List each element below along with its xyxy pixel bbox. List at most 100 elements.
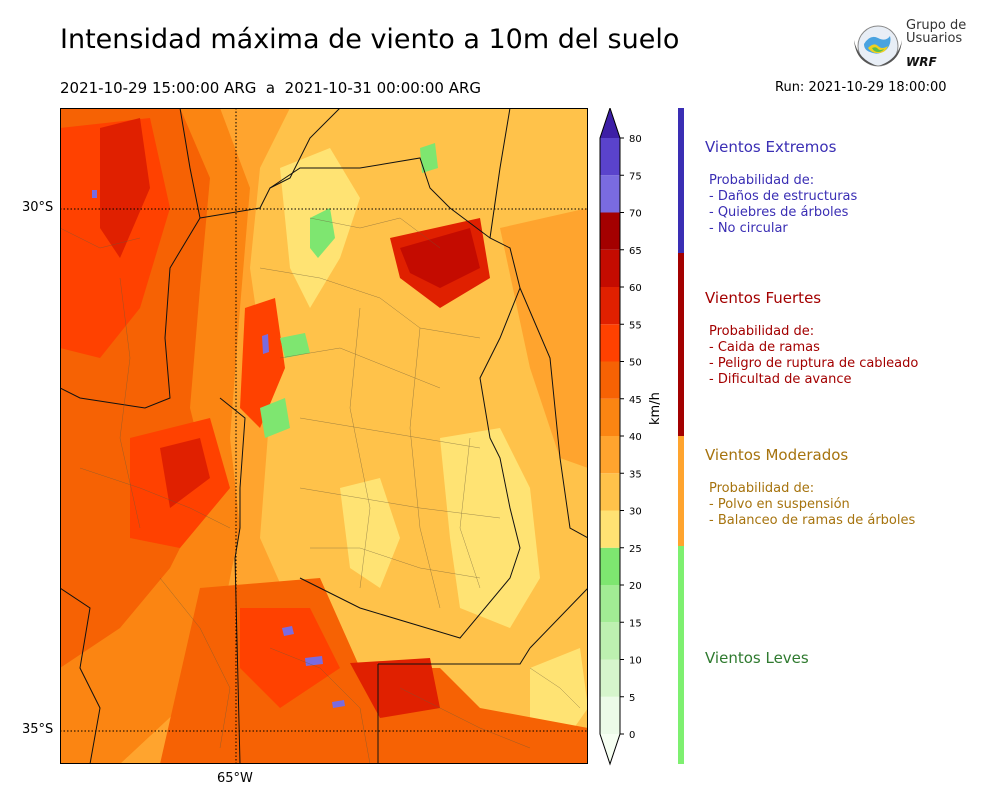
colorbar-level-0	[600, 696, 620, 734]
colorbar-level-10	[600, 324, 620, 362]
legend-leves: Vientos Leves	[705, 649, 809, 667]
department-boundaries	[60, 217, 581, 764]
colorbar-extend-max	[600, 108, 620, 138]
department-boundary	[299, 417, 481, 449]
province-boundary	[519, 287, 588, 539]
department-boundary	[310, 547, 481, 579]
wind-zone-25-30-a	[440, 428, 540, 628]
wind-zone-70-75-e	[92, 190, 97, 198]
run-timestamp: Run: 2021-10-29 18:00:00	[775, 80, 947, 95]
logo-text: Grupo de Usuarios	[906, 19, 966, 45]
colorbar-tick-label: 40	[629, 432, 642, 443]
colorbar-tick-label: 0	[629, 730, 635, 741]
globe-logo-icon	[854, 25, 902, 67]
graticule	[60, 108, 588, 764]
legend-item: Probabilidad de:	[709, 173, 815, 188]
province-boundary	[489, 108, 511, 239]
department-boundary	[259, 267, 481, 339]
colorbar-level-11	[600, 287, 620, 325]
department-boundary	[459, 437, 481, 589]
legend-item: - Dificultad de avance	[709, 372, 852, 387]
legend-item: Probabilidad de:	[709, 481, 815, 496]
legend-item: - Daños de estructuras	[709, 189, 858, 204]
department-boundary	[399, 687, 531, 749]
legend-moderados: Vientos Moderados Probabilidad de: - Pol…	[705, 446, 915, 529]
colorbar-tick-label: 25	[629, 544, 642, 555]
colorbar-level-3	[600, 585, 620, 623]
colorbar-level-9	[600, 361, 620, 399]
wind-zone-20-25-a	[310, 208, 335, 258]
wind-zone-20-25-c	[260, 398, 290, 438]
legend-title: Vientos Extremos	[705, 138, 837, 156]
logo-line1: Grupo de	[906, 18, 967, 33]
map-frame	[60, 108, 588, 764]
colorbar-tick-label: 10	[629, 656, 642, 667]
colorbar-level-15	[600, 138, 620, 176]
province-boundary	[378, 647, 531, 665]
colorbar-tick-label: 60	[629, 283, 642, 294]
province-boundary	[269, 157, 521, 639]
lat-label-30s: 30°S	[22, 200, 54, 215]
department-boundary	[309, 217, 441, 249]
department-boundary	[529, 667, 581, 709]
legend-title: Vientos Leves	[705, 649, 809, 667]
colorbar-tick-label: 5	[629, 693, 635, 704]
colorbar-level-6	[600, 473, 620, 511]
department-boundary	[349, 307, 371, 589]
colorbar-tick-label: 45	[629, 395, 642, 406]
wind-zone-55-60-west-a	[100, 118, 150, 258]
legend-items: Probabilidad de: - Polvo en suspensión -…	[705, 481, 915, 529]
colorbar-unit: km/h	[648, 392, 663, 425]
legend-items: Probabilidad de: - Daños de estructuras …	[705, 173, 857, 237]
wind-zone-50-55-south	[240, 608, 340, 708]
province-boundary	[60, 108, 201, 409]
legend-item: - No circular	[709, 221, 788, 236]
colorbar-level-5	[600, 510, 620, 548]
colorbar-tick-label: 35	[629, 469, 642, 480]
legend-items: Probabilidad de: - Caida de ramas - Peli…	[705, 324, 918, 388]
colorbar-tick-label: 75	[629, 171, 642, 182]
wind-zone-70-75-c	[305, 656, 323, 666]
legend-title: Vientos Fuertes	[705, 289, 822, 307]
wind-zone-60-65-ne	[400, 228, 480, 288]
colorbar-tick-label: 50	[629, 358, 642, 369]
colorbar-extend-min	[600, 734, 620, 764]
wind-zone-20-25-b	[280, 333, 310, 358]
wind-zone-70-75-b	[282, 626, 294, 636]
colorbar-level-13	[600, 212, 620, 250]
legend-item: - Peligro de ruptura de cableado	[709, 356, 919, 371]
colorbar-tick-label: 70	[629, 209, 642, 220]
legend-item: - Polvo en suspensión	[709, 497, 850, 512]
wind-zone-20-25-d	[420, 143, 438, 173]
colorbar-level-14	[600, 175, 620, 213]
lat-label-35s: 35°S	[22, 722, 54, 737]
department-boundary	[119, 277, 141, 529]
wind-zone-55-60-west-b	[160, 438, 210, 508]
wind-speed-map	[60, 108, 588, 764]
colorbar-level-1	[600, 659, 620, 697]
department-boundary	[409, 327, 441, 609]
colorbar-level-4	[600, 547, 620, 585]
department-boundary	[159, 577, 231, 749]
colorbar-tick-label: 65	[629, 246, 642, 257]
band-moderados	[678, 436, 684, 546]
province-boundary	[60, 587, 101, 764]
colorbar-tick-label: 30	[629, 507, 642, 518]
wind-zone-70-75-a	[262, 334, 269, 354]
wind-zone-70-75-d	[332, 700, 345, 708]
band-fuertes	[678, 253, 684, 436]
legend-item: - Quiebres de árboles	[709, 205, 849, 220]
colorbar-level-8	[600, 398, 620, 436]
lon-label-65w: 65°W	[217, 771, 253, 786]
province-boundary	[199, 108, 341, 219]
colorbar-tick-label: 55	[629, 320, 642, 331]
legend-item: Probabilidad de:	[709, 324, 815, 339]
department-boundary	[79, 467, 231, 529]
legend-item: - Caida de ramas	[709, 340, 820, 355]
department-boundary	[269, 647, 371, 764]
logo-line2: Usuarios	[906, 31, 963, 46]
colorbar-level-12	[600, 249, 620, 287]
legend-title: Vientos Moderados	[705, 446, 849, 464]
province-boundary	[529, 587, 588, 649]
